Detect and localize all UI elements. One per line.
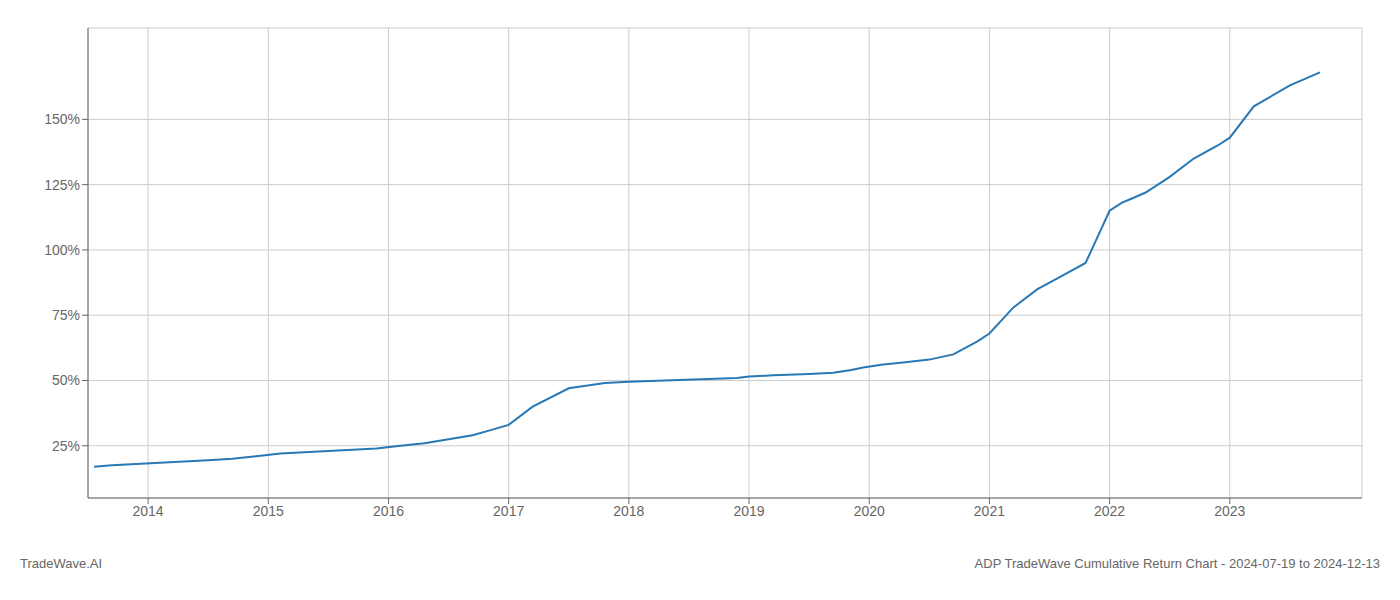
svg-text:2016: 2016 bbox=[373, 503, 404, 519]
svg-text:25%: 25% bbox=[52, 438, 80, 454]
svg-text:150%: 150% bbox=[44, 111, 80, 127]
svg-text:2021: 2021 bbox=[974, 503, 1005, 519]
svg-text:2014: 2014 bbox=[133, 503, 164, 519]
svg-text:2023: 2023 bbox=[1214, 503, 1245, 519]
svg-text:2017: 2017 bbox=[493, 503, 524, 519]
svg-text:100%: 100% bbox=[44, 242, 80, 258]
svg-text:75%: 75% bbox=[52, 307, 80, 323]
svg-text:50%: 50% bbox=[52, 372, 80, 388]
svg-text:2020: 2020 bbox=[854, 503, 885, 519]
html-text:TradeWave.AI: TradeWave.AI bbox=[20, 556, 103, 571]
svg-text:2022: 2022 bbox=[1094, 503, 1125, 519]
html-text:ADP TradeWave Cumulative Retur: ADP TradeWave Cumulative Return Chart - … bbox=[974, 556, 1380, 571]
svg-text:2015: 2015 bbox=[253, 503, 284, 519]
svg-text:2019: 2019 bbox=[733, 503, 764, 519]
svg-text:125%: 125% bbox=[44, 177, 80, 193]
svg-text:2018: 2018 bbox=[613, 503, 644, 519]
